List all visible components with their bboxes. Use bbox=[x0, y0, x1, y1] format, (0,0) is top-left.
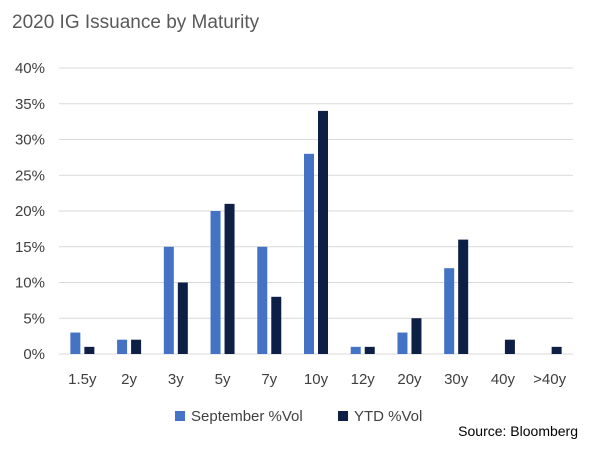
legend-swatch bbox=[175, 411, 185, 421]
bar-ytd bbox=[131, 339, 142, 354]
x-axis-ticks: 1.5y 2y 3y 5y 7y 10y 12y 20y 30y 40y >40y bbox=[68, 371, 566, 388]
bar-ytd bbox=[318, 110, 328, 355]
bar-ytd bbox=[411, 318, 422, 354]
bar-ytd bbox=[224, 203, 235, 354]
x-tick-label: 7y bbox=[261, 371, 277, 388]
y-tick-label: 20% bbox=[15, 203, 45, 220]
bar-september bbox=[304, 153, 314, 354]
bar-september bbox=[210, 211, 221, 354]
x-tick-label: 10y bbox=[304, 371, 329, 388]
y-tick-label: 35% bbox=[15, 96, 45, 113]
y-tick-label: 40% bbox=[15, 60, 45, 77]
x-tick-label: >40y bbox=[533, 371, 566, 388]
source-note: Source: Bloomberg bbox=[458, 423, 578, 439]
x-tick-label: 2y bbox=[121, 371, 137, 388]
bar-september bbox=[117, 339, 128, 354]
gridlines bbox=[59, 67, 573, 355]
y-axis-ticks: 0% 5% 10% 15% 20% 25% 30% 35% 40% bbox=[15, 60, 45, 363]
bar-ytd bbox=[271, 296, 282, 354]
bar-september bbox=[444, 268, 455, 354]
bar-ytd bbox=[364, 346, 375, 354]
bar-series bbox=[70, 110, 562, 355]
bar-ytd bbox=[458, 239, 469, 354]
y-tick-label: 25% bbox=[15, 167, 45, 184]
bar-september bbox=[350, 346, 361, 354]
legend-label: September %Vol bbox=[191, 408, 303, 425]
y-tick-label: 5% bbox=[23, 310, 45, 327]
bar-ytd bbox=[551, 346, 562, 354]
bar-ytd bbox=[504, 339, 515, 354]
x-tick-label: 5y bbox=[215, 371, 231, 388]
bar-september bbox=[397, 332, 408, 354]
chart-title: 2020 IG Issuance by Maturity bbox=[12, 12, 260, 33]
y-tick-label: 15% bbox=[15, 239, 45, 256]
legend-label: YTD %Vol bbox=[354, 408, 422, 425]
bar-ytd bbox=[84, 346, 95, 354]
bar-september bbox=[70, 332, 81, 354]
x-tick-label: 3y bbox=[168, 371, 184, 388]
x-tick-label: 20y bbox=[397, 371, 422, 388]
legend-swatch bbox=[338, 411, 348, 421]
y-tick-label: 0% bbox=[23, 346, 45, 363]
legend: September %Vol YTD %Vol bbox=[175, 408, 422, 425]
x-tick-label: 30y bbox=[444, 371, 469, 388]
x-tick-label: 12y bbox=[351, 371, 376, 388]
x-tick-label: 40y bbox=[491, 371, 516, 388]
y-tick-label: 30% bbox=[15, 132, 45, 149]
bar-september bbox=[163, 246, 174, 354]
bar-ytd bbox=[177, 282, 188, 354]
bar-september bbox=[257, 246, 268, 354]
y-tick-label: 10% bbox=[15, 275, 45, 292]
x-tick-label: 1.5y bbox=[68, 371, 97, 388]
